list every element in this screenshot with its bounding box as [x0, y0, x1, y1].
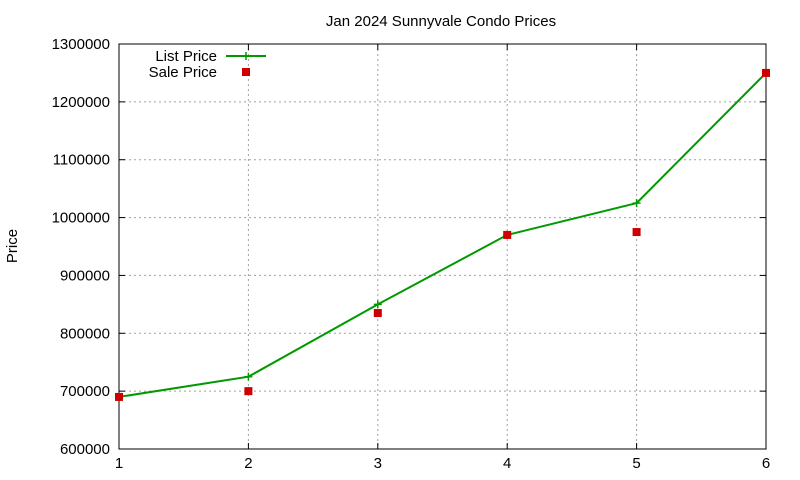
legend-label: Sale Price: [149, 64, 217, 81]
chart-title: Jan 2024 Sunnyvale Condo Prices: [326, 13, 556, 30]
x-tick-label: 5: [632, 455, 640, 472]
y-tick-label: 800000: [60, 325, 110, 342]
sale-price-point: [115, 392, 123, 401]
x-tick-label: 6: [762, 455, 770, 472]
sale-price-point: [632, 228, 641, 237]
y-tick-label: 1200000: [52, 94, 110, 111]
x-tick-label: 2: [244, 455, 252, 472]
sale-price-point: [373, 309, 382, 318]
legend-item-list-price: List Price: [155, 48, 266, 65]
list-price-point: [373, 300, 382, 309]
y-tick-label: 900000: [60, 267, 110, 284]
plot-area-border: [118, 43, 767, 450]
x-tick-label: 4: [503, 455, 511, 472]
sale-price-point: [762, 68, 770, 77]
legend-marker: [242, 52, 250, 60]
y-tick-label: 1300000: [52, 36, 110, 53]
list-price-line: [118, 72, 767, 398]
list-price-point: [244, 372, 253, 381]
sale-price-point: [244, 387, 253, 396]
series-layer: [115, 68, 770, 401]
axis-ticks: 1 2 3 4 5 6 600000 700000 800000 900000 1000000 110…: [52, 36, 771, 472]
y-tick-label: 600000: [60, 441, 110, 458]
y-tick-label: 1000000: [52, 210, 110, 227]
legend-marker: [242, 68, 250, 76]
y-tick-label: 700000: [60, 383, 110, 400]
series-sale-price: [115, 68, 770, 401]
legend-item-sale-price: Sale Price: [149, 64, 250, 81]
list-price-point: [632, 199, 641, 208]
x-tick-label: 1: [115, 455, 123, 472]
y-axis-label: Price: [4, 229, 21, 263]
y-tick-label: 1100000: [53, 152, 110, 169]
legend-label: List Price: [155, 48, 217, 65]
x-tick-label: 3: [374, 455, 382, 472]
sale-price-point: [503, 230, 512, 239]
